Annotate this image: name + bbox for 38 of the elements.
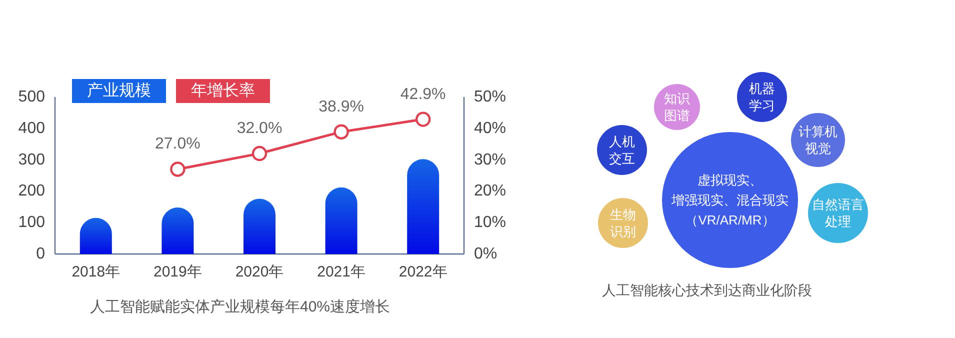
text: 机器学习 [749, 81, 775, 113]
text: 人工智能核心技术到达商业化阶段 [602, 282, 812, 298]
text: 知识图谱 [664, 91, 690, 123]
text: 年增长率 [191, 82, 255, 100]
y-tick-label: 500 [18, 88, 46, 106]
data-label: 38.9% [318, 98, 364, 116]
text: 增强现实、混合现实 [670, 192, 788, 208]
point [416, 112, 431, 127]
y2-tick-label: 20% [474, 182, 506, 200]
y2-tick-label: 40% [474, 120, 506, 137]
text: 人工智能赋能实体产业规模每年40%速度增长 [90, 298, 390, 316]
data-label: 42.9% [400, 86, 446, 103]
text: 自然语言处理 [812, 197, 864, 229]
text: 产业规模 [87, 82, 151, 100]
data-label: 32.0% [236, 120, 282, 138]
text: 人机交互 [609, 134, 635, 166]
y-tick-label: 100 [18, 214, 46, 232]
y2-tick-label: 10% [474, 214, 506, 232]
y2-tick-label: 50% [474, 88, 506, 106]
y-tick-label: 400 [18, 120, 46, 137]
x-tick-label: 2020年 [235, 264, 284, 280]
y-tick-label: 200 [18, 182, 46, 200]
y-tick-label: 300 [18, 151, 46, 168]
text: （VR/AR/MR） [685, 212, 775, 228]
text: 虚拟现实、 [698, 172, 762, 188]
y2-tick-label: 0% [474, 246, 498, 262]
point [252, 146, 268, 162]
y-tick-label: 0 [36, 246, 46, 262]
x-tick-label: 2021年 [317, 264, 366, 280]
x-tick-label: 2018年 [72, 264, 120, 280]
point [334, 124, 349, 140]
text: 生物识别 [610, 207, 636, 239]
y2-tick-label: 30% [474, 151, 506, 168]
data-label: 27.0% [155, 136, 200, 153]
x-tick-label: 2019年 [154, 264, 202, 280]
point [170, 162, 186, 177]
text: 计算机视觉 [798, 124, 838, 156]
x-tick-label: 2022年 [398, 264, 448, 280]
